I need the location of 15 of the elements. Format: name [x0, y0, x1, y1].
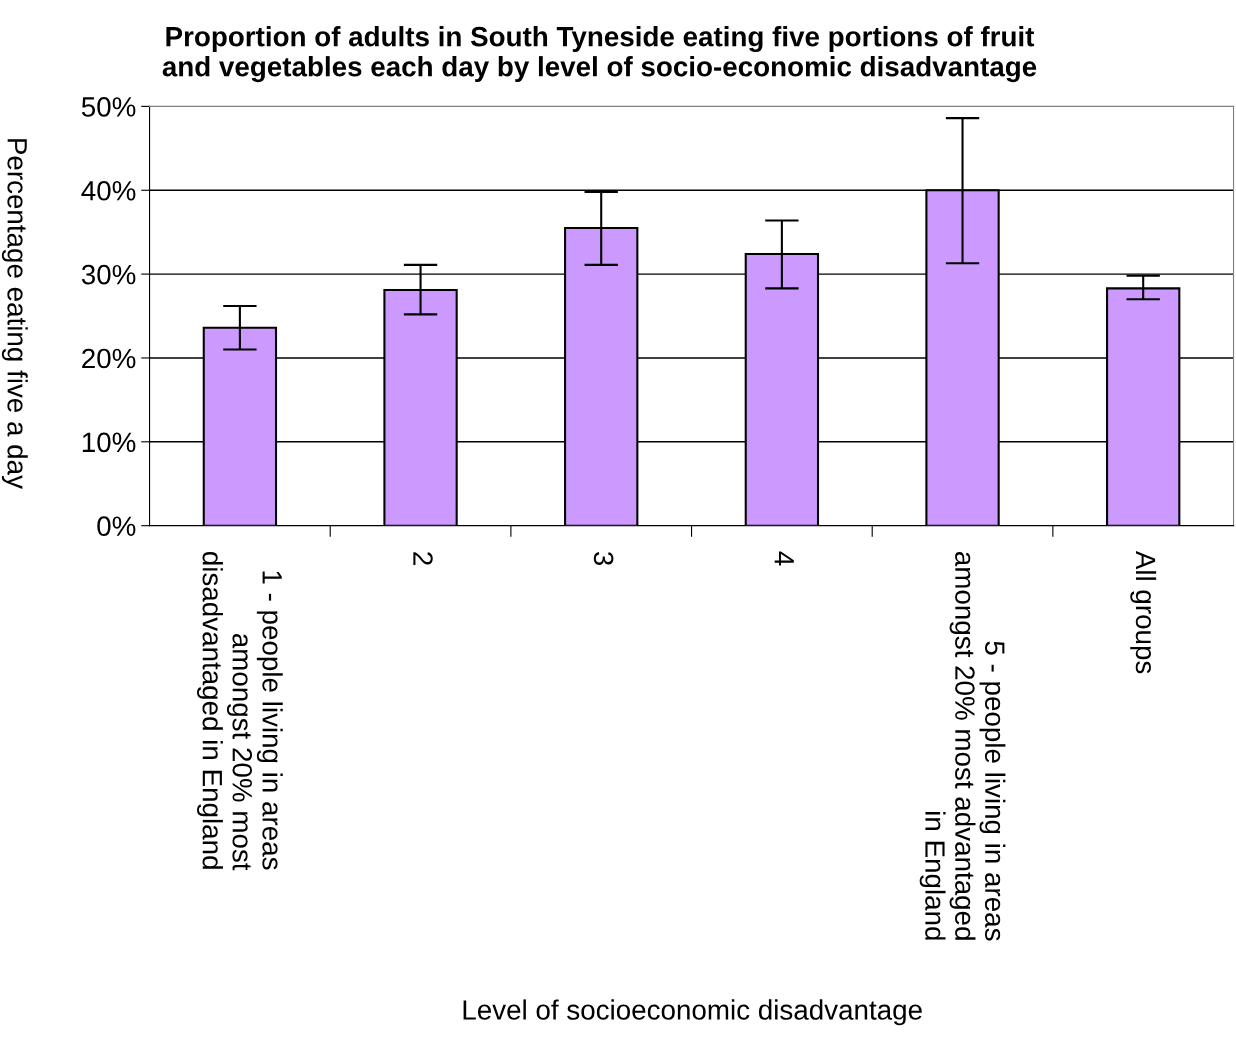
x-tick-label: 3 — [593, 551, 614, 566]
y-tick-label: 40% — [81, 180, 136, 201]
x-tick-label: 2 — [413, 552, 433, 565]
y-tick-label: 10% — [82, 432, 136, 453]
y-tick-label: 0% — [97, 516, 136, 537]
x-tick-label: 4 — [774, 551, 794, 566]
x-tick-label: All groups — [1130, 550, 1157, 674]
x-axis-title: Level of socioeconomic disadvantage — [463, 999, 922, 1026]
y-tick-label: 50% — [81, 97, 136, 117]
y-axis-title: Percentage eating five a day — [1, 139, 28, 489]
y-tick-label: 30% — [81, 264, 136, 285]
chart-title: Proportion of adults in South Tyneside eating five portions of fruit and vegetables each day by level of socio-economic disadvantage — [162, 26, 1037, 83]
x-tick-label: 1 - people living in areas amongst 20% most disadvantaged in England — [197, 552, 283, 871]
y-tick-label: 20% — [82, 348, 136, 369]
x-tick-label: 5 - people living in areas amongst 20% most advantaged in England — [919, 552, 1006, 941]
